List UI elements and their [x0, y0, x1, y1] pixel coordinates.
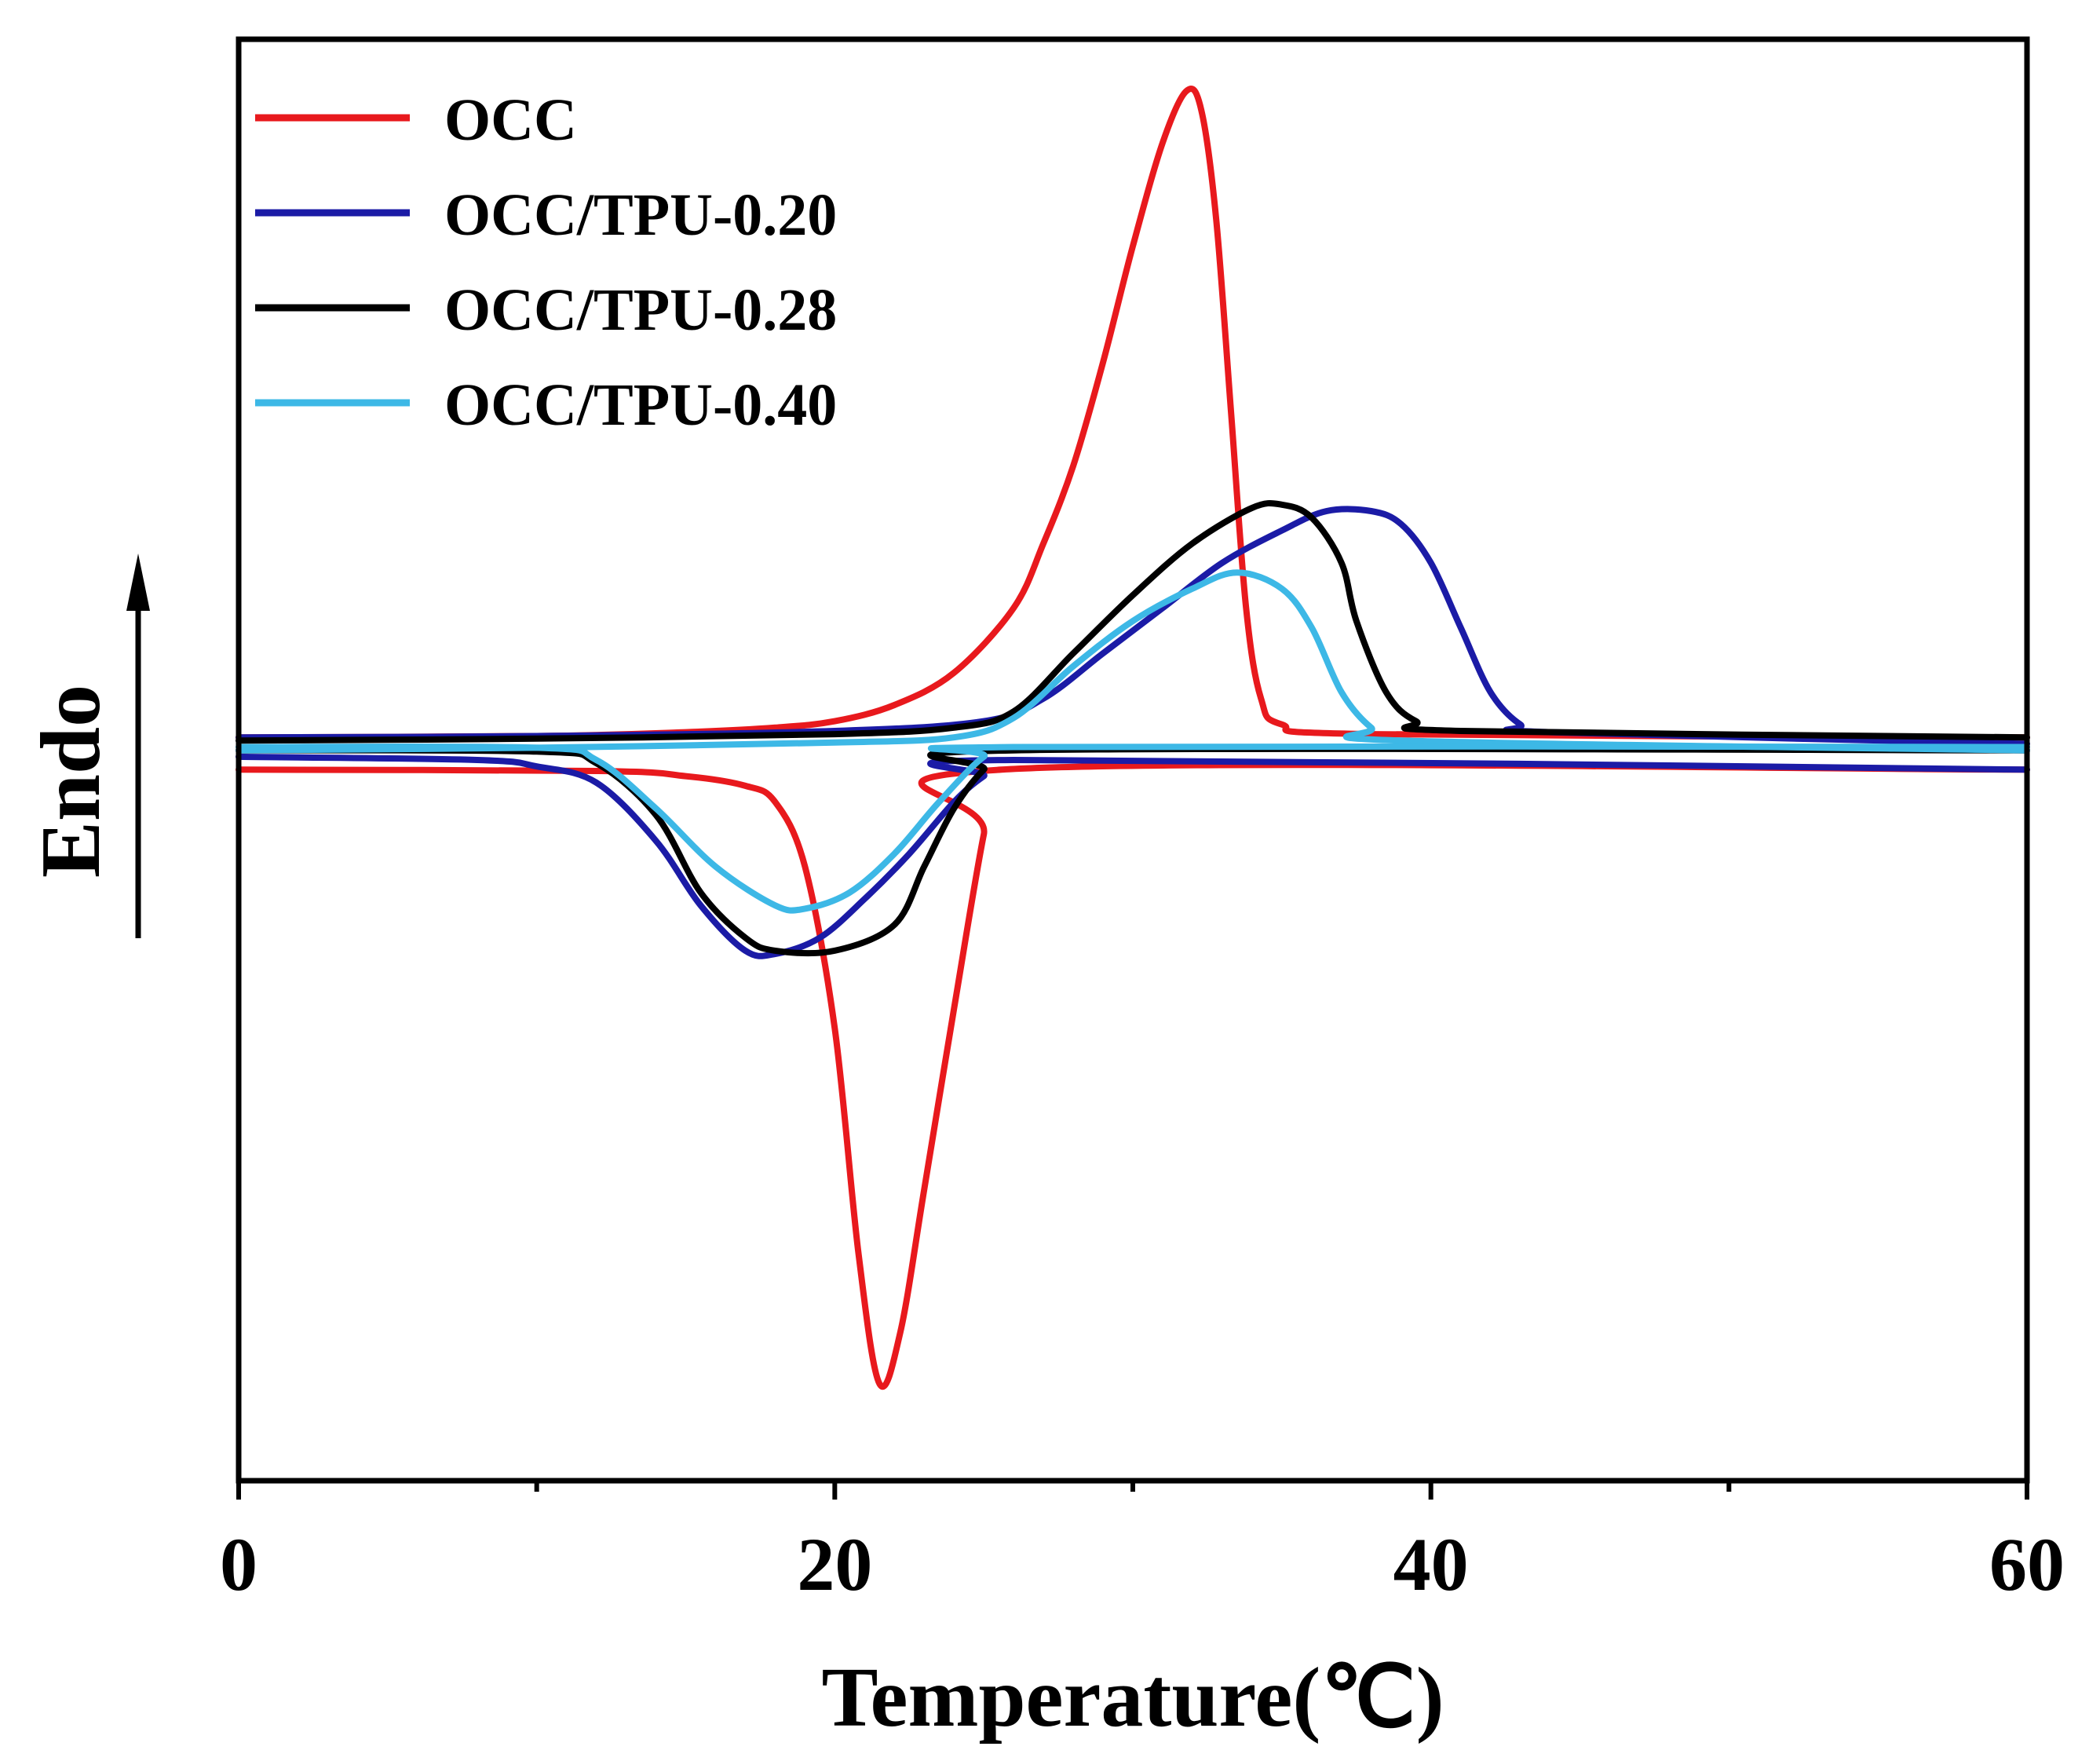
series-2-heating-line [236, 499, 2030, 744]
legend: OCC OCC/TPU-0.20 OCC/TPU-0.28 OCC/TPU-0.40 [255, 87, 837, 438]
y-axis-arrow [126, 554, 150, 938]
x-tick-label: 60 [1989, 1522, 2065, 1606]
series-0-cooling-line [236, 762, 2030, 1390]
x-tick-label: 40 [1393, 1522, 1469, 1606]
x-axis-label: Temperature(℃) [821, 1651, 1444, 1745]
legend-label-0: OCC [444, 87, 577, 153]
series-2-cooling-line [236, 745, 2030, 957]
series-3-cooling-line [236, 743, 2030, 914]
series-0-heating-line [236, 86, 2030, 741]
series-1-heating-line [236, 506, 2030, 747]
x-tick-label: 0 [220, 1522, 257, 1606]
x-tick-label: 20 [797, 1522, 872, 1606]
series-3-heating-line [236, 569, 2030, 754]
legend-label-2: OCC/TPU-0.28 [444, 277, 837, 343]
x-ticks: 0 20 40 60 [220, 1481, 2065, 1606]
legend-label-1: OCC/TPU-0.20 [444, 182, 837, 248]
legend-label-3: OCC/TPU-0.40 [444, 372, 837, 438]
series-layer [236, 86, 2030, 1390]
series-1-cooling-line [236, 753, 2030, 959]
y-axis-label: Endo [24, 685, 118, 878]
